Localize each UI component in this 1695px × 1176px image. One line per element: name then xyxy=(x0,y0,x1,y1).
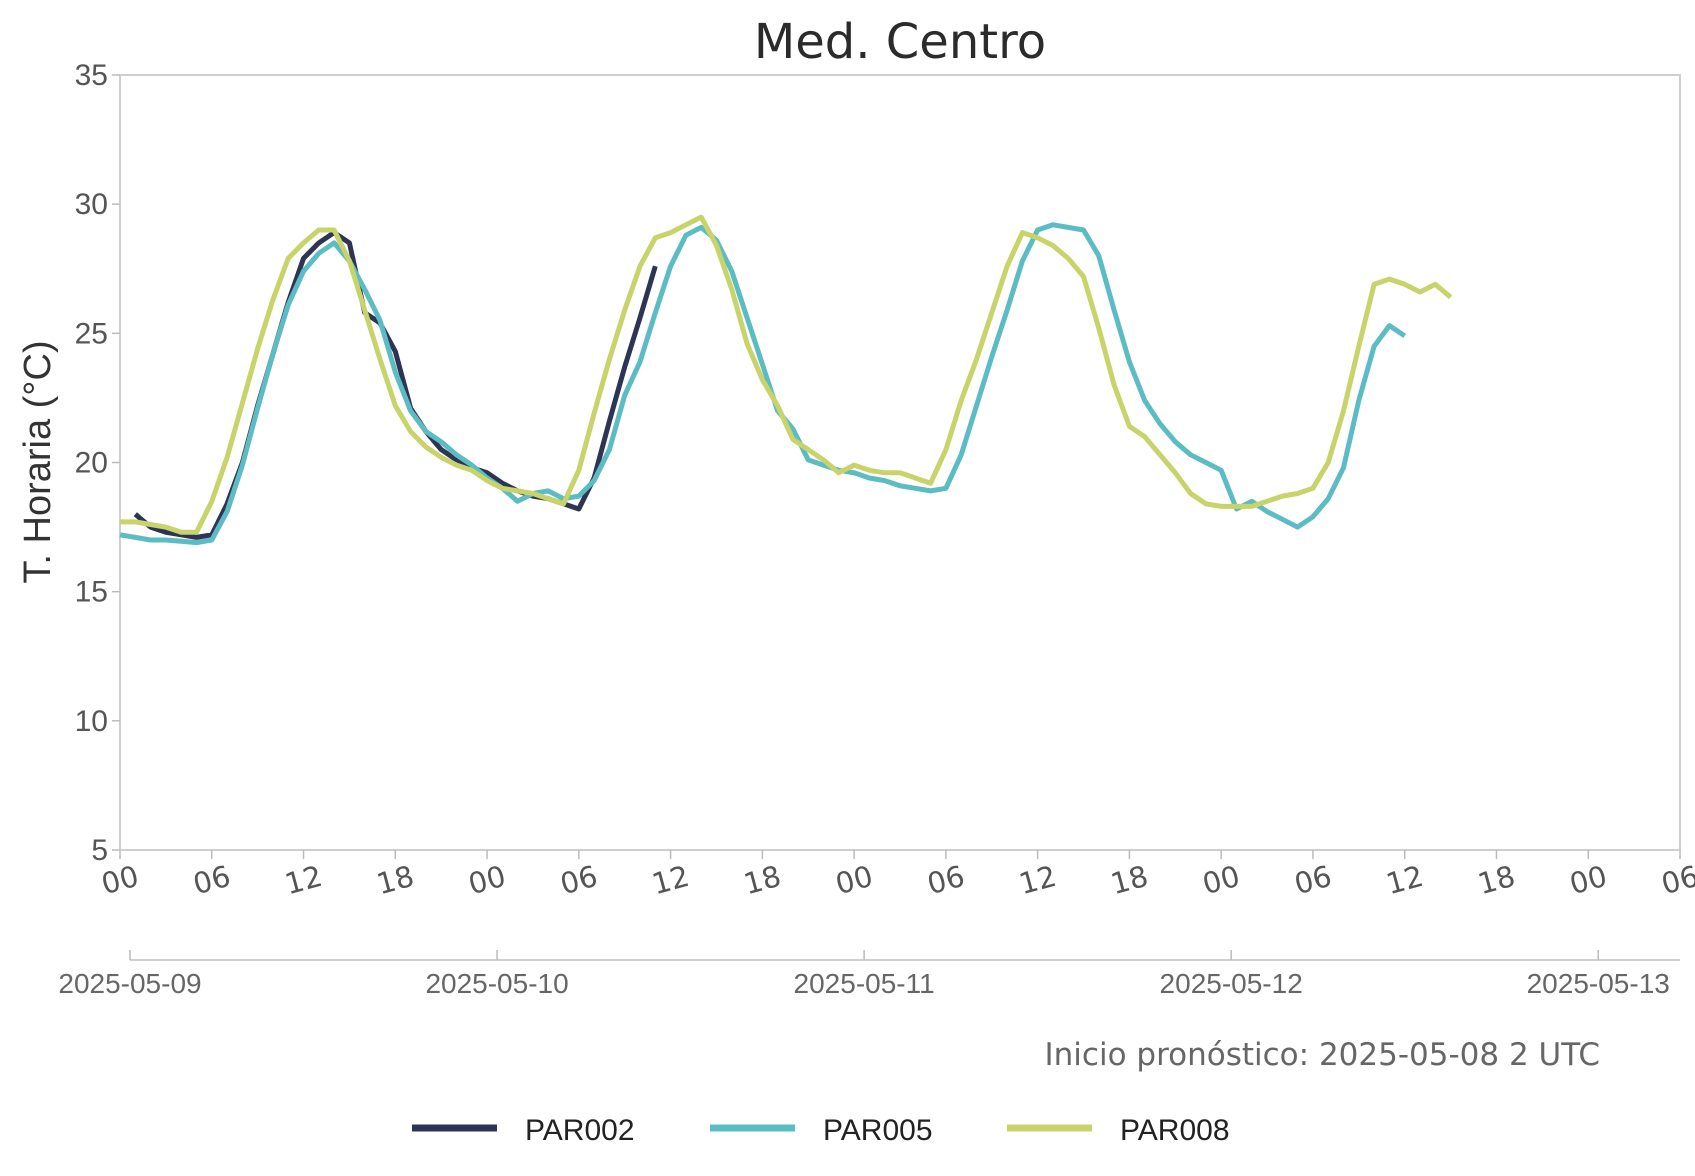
series-line-par008 xyxy=(120,214,1453,535)
y-tick-label: 20 xyxy=(75,447,108,480)
hour-tick-label: 12 xyxy=(1382,859,1426,901)
hour-tick-label: 12 xyxy=(648,859,692,901)
date-tick-label: 2025-05-09 xyxy=(58,968,201,999)
series-line-par005 xyxy=(119,222,1407,546)
hour-tick-label: 00 xyxy=(1199,859,1243,901)
hour-tick-label: 06 xyxy=(1658,859,1695,901)
date-axis-ticks: 2025-05-09 2025-05-10 2025-05-11 2025-05-12… xyxy=(58,950,1670,999)
hour-axis-ticks: 00 06 12 18 00 06 12 18 00 06 12 18 00 06 12 18 00 06 xyxy=(98,850,1695,901)
hour-tick-label: 00 xyxy=(465,859,509,901)
series-layer xyxy=(119,214,1453,546)
hour-tick-label: 00 xyxy=(1566,859,1610,901)
plot-frame xyxy=(119,74,1681,851)
series-line-par002 xyxy=(133,230,658,540)
date-tick-label: 2025-05-12 xyxy=(1160,968,1303,999)
date-tick-label: 2025-05-10 xyxy=(425,968,568,999)
y-tick-label: 25 xyxy=(75,317,108,350)
hour-tick-label: 18 xyxy=(373,859,417,901)
legend-label-par002: PAR002 xyxy=(525,1114,635,1147)
hour-tick-label: 06 xyxy=(190,859,234,901)
legend-label-par008: PAR008 xyxy=(1120,1114,1230,1147)
hour-tick-label: 12 xyxy=(281,859,325,901)
hour-tick-label: 12 xyxy=(1015,859,1059,901)
y-tick-label: 30 xyxy=(75,188,108,221)
hour-tick-label: 18 xyxy=(1107,859,1151,901)
forecast-start-note: Inicio pronóstico: 2025-05-08 2 UTC xyxy=(1045,1037,1600,1073)
date-tick-label: 2025-05-13 xyxy=(1527,968,1670,999)
legend-label-par005: PAR005 xyxy=(823,1114,933,1147)
y-tick-label: 35 xyxy=(75,59,108,92)
y-axis-ticks: 5 10 15 20 25 30 35 xyxy=(75,59,120,867)
y-tick-label: 15 xyxy=(75,576,108,609)
y-tick-label: 10 xyxy=(75,705,108,738)
chart-title: Med. Centro xyxy=(754,14,1046,70)
legend: PAR002 PAR005 PAR008 xyxy=(412,1114,1230,1147)
hour-tick-label: 06 xyxy=(924,859,968,901)
hour-tick-label: 06 xyxy=(557,859,601,901)
y-tick-label: 5 xyxy=(91,834,108,867)
hour-tick-label: 18 xyxy=(740,859,784,901)
y-axis-label: T. Horaria (°C) xyxy=(17,340,59,583)
hour-tick-label: 00 xyxy=(832,859,876,901)
hour-tick-label: 18 xyxy=(1474,859,1518,901)
hour-tick-label: 06 xyxy=(1291,859,1335,901)
date-tick-label: 2025-05-11 xyxy=(794,968,935,999)
